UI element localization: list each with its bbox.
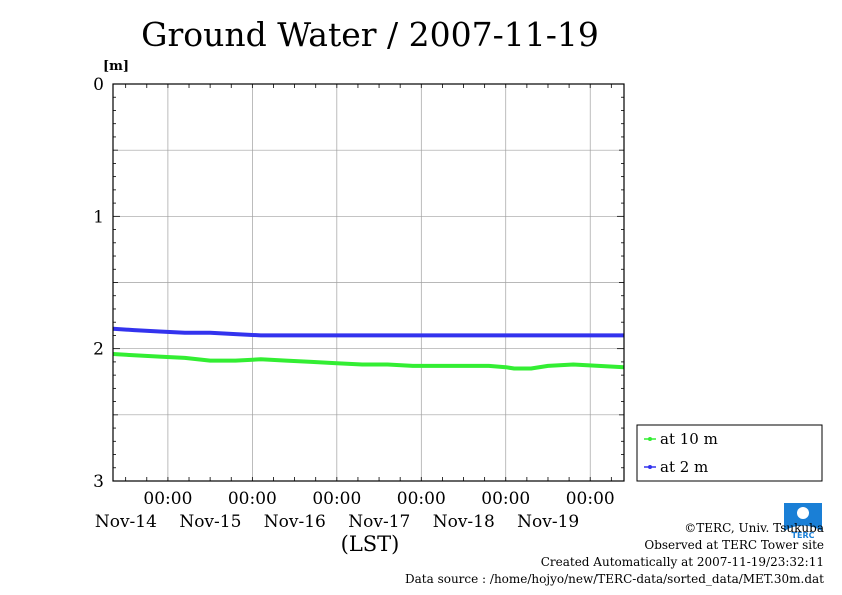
legend-label: at 10 m xyxy=(660,430,718,448)
plot-frame xyxy=(112,83,625,482)
x-tick-date: Nov-16 xyxy=(264,512,326,532)
chart-title: Ground Water / 2007-11-19 xyxy=(141,15,599,54)
x-tick-time: 00:00 xyxy=(143,489,192,509)
legend-swatch-dot xyxy=(648,437,652,441)
legend-label: at 2 m xyxy=(660,458,708,476)
footer-observed: Observed at TERC Tower site xyxy=(644,538,824,552)
x-tick-date: Nov-14 xyxy=(95,512,157,532)
terc-logo: TERC xyxy=(784,503,822,540)
logo-drop-icon xyxy=(797,507,809,519)
x-tick-labels: 00:00 Nov-14 00:00 Nov-15 00:00 Nov-16 00:00 No… xyxy=(95,489,615,532)
logo-text: TERC xyxy=(792,531,815,540)
x-tick-time: 00:00 xyxy=(397,489,446,509)
footer-credit: ©TERC, Univ. Tsukuba xyxy=(684,521,824,535)
series-line-at-10-m xyxy=(112,352,625,371)
y-tick-label: 0 xyxy=(93,75,104,95)
grid-lines xyxy=(113,83,624,482)
x-tick-time: 00:00 xyxy=(566,489,615,509)
x-tick-time: 00:00 xyxy=(481,489,530,509)
x-tick-time: 00:00 xyxy=(228,489,277,509)
legend-box xyxy=(636,424,823,482)
x-tick-time: 00:00 xyxy=(312,489,361,509)
y-tick-label: 1 xyxy=(93,207,104,227)
footer-source: Data source : /home/hojyo/new/TERC-data/… xyxy=(405,572,824,586)
y-tick-label: 2 xyxy=(93,340,104,360)
footer-created: Created Automatically at 2007-11-19/23:3… xyxy=(540,555,824,569)
x-tick-date: Nov-18 xyxy=(433,512,495,532)
y-tick-labels: 0 1 2 3 xyxy=(93,75,104,492)
x-tick-date: Nov-17 xyxy=(348,512,410,532)
legend-swatch-dot xyxy=(648,465,652,469)
legend: at 10 m at 2 m xyxy=(636,424,823,482)
y-axis-unit: [m] xyxy=(103,59,129,74)
series-line-at-2-m xyxy=(112,326,624,338)
x-tick-date: Nov-19 xyxy=(517,512,579,532)
x-tick-date: Nov-15 xyxy=(179,512,241,532)
y-tick-label: 3 xyxy=(93,472,104,492)
series-layer xyxy=(112,326,625,371)
x-axis-label: (LST) xyxy=(341,532,400,556)
